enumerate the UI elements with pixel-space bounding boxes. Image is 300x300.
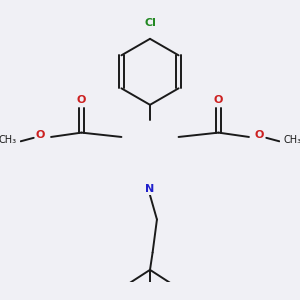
Text: O: O bbox=[255, 130, 264, 140]
Text: CH₃: CH₃ bbox=[0, 135, 17, 145]
Text: CH₃: CH₃ bbox=[283, 135, 300, 145]
Text: O: O bbox=[77, 94, 86, 105]
Text: O: O bbox=[36, 130, 45, 140]
Text: Cl: Cl bbox=[144, 18, 156, 28]
Text: O: O bbox=[214, 94, 223, 105]
Text: N: N bbox=[146, 184, 154, 194]
